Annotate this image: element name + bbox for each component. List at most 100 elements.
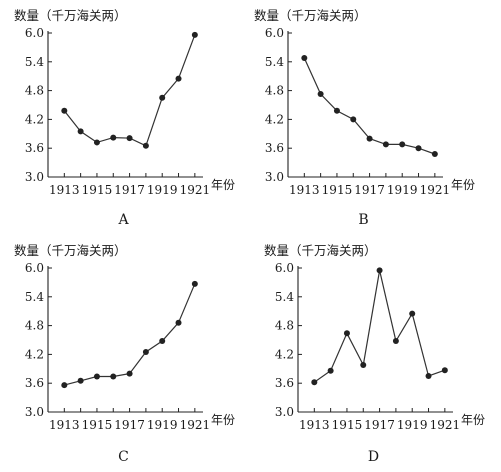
chart-b-x-tick-label: 1921 xyxy=(420,183,451,197)
chart-d-y-tick-label: 4.8 xyxy=(275,319,294,333)
chart-a-x-tick-label: 1921 xyxy=(180,183,211,197)
chart-c-y-axis-title: 数量（千万海关两） xyxy=(14,243,127,258)
chart-b-data-point xyxy=(415,145,422,152)
chart-a-x-tick-label: 1917 xyxy=(114,183,145,197)
chart-d-data-point xyxy=(376,267,383,274)
chart-d-x-axis-unit: 年份 xyxy=(461,413,485,427)
chart-a-y-tick-label: 3.0 xyxy=(25,170,44,184)
chart-c-data-point xyxy=(191,280,198,287)
chart-d-x-tick-label: 1913 xyxy=(299,418,330,432)
chart-d-data-point xyxy=(360,361,367,368)
chart-d-data-point xyxy=(441,367,448,374)
chart-c-x-tick-label: 1921 xyxy=(180,418,211,432)
chart-d-data-point xyxy=(327,367,334,374)
chart-a-y-axis-title: 数量（千万海关两） xyxy=(14,8,127,23)
chart-b-x-tick-label: 1913 xyxy=(289,183,320,197)
chart-b-data-point xyxy=(382,141,389,148)
chart-d-x-tick-label: 1915 xyxy=(332,418,363,432)
chart-d-x-tick-label: 1917 xyxy=(364,418,395,432)
chart-a-data-point xyxy=(159,94,166,101)
chart-panel-d: 3.0 3.6 4.2 4.8 5.4 6.0 1913 1915 1917 1919 1921 数量… xyxy=(264,243,485,465)
chart-c-data-point xyxy=(110,373,117,380)
chart-c-data-point xyxy=(159,337,166,344)
chart-b-data-point xyxy=(301,54,308,61)
chart-c-panel-letter: C xyxy=(118,449,129,465)
chart-a-data-point xyxy=(142,142,149,149)
chart-a-series-line xyxy=(63,34,196,147)
chart-a-data-point xyxy=(77,128,84,135)
chart-c-data-point xyxy=(93,373,100,380)
chart-b-x-tick-label: 1919 xyxy=(387,183,418,197)
chart-b-y-tick-label: 3.6 xyxy=(265,141,284,155)
chart-c-y-tick-label: 4.8 xyxy=(25,319,44,333)
chart-a-x-tick-label: 1919 xyxy=(147,183,178,197)
chart-c-x-tick-label: 1917 xyxy=(114,418,145,432)
chart-panel-b: 3.0 3.6 4.2 4.8 5.4 6.0 1913 1915 1917 1919 1921 数量… xyxy=(254,8,475,228)
chart-c-data-point xyxy=(142,349,149,355)
chart-c-series-line xyxy=(64,283,196,386)
chart-b-data-point xyxy=(431,150,438,157)
chart-a-data-point xyxy=(175,75,182,82)
chart-panel-c: 3.0 3.6 4.2 4.8 5.4 6.0 1913 1915 1917 1919 1921 数量… xyxy=(14,243,235,465)
chart-c-y-tick-label: 6.0 xyxy=(25,261,44,275)
chart-a-y-tick-label: 4.2 xyxy=(25,112,44,126)
chart-d-x-tick-label: 1919 xyxy=(397,418,428,432)
chart-c-x-axis-unit: 年份 xyxy=(211,413,235,427)
chart-a-x-tick-label: 1913 xyxy=(49,183,80,197)
chart-d-data-point xyxy=(343,330,350,337)
chart-a-y-tick-label: 3.6 xyxy=(25,141,44,155)
chart-b-y-tick-label: 5.4 xyxy=(265,55,284,69)
chart-a-data-point xyxy=(93,139,100,146)
chart-a-data-point xyxy=(110,134,117,141)
chart-d-data-point xyxy=(392,337,399,344)
chart-b-y-tick-label: 4.2 xyxy=(265,112,284,126)
chart-d-y-tick-label: 5.4 xyxy=(275,290,294,304)
chart-a-y-tick-label: 6.0 xyxy=(25,26,44,40)
chart-b-panel-letter: B xyxy=(358,212,368,228)
chart-b-data-point xyxy=(317,90,324,97)
chart-d-y-tick-label: 6.0 xyxy=(275,261,294,275)
chart-c-data-point xyxy=(77,377,84,384)
chart-c-data-point xyxy=(61,382,68,389)
chart-a-data-point xyxy=(61,107,68,114)
chart-a-x-tick-label: 1915 xyxy=(82,183,113,197)
chart-b-x-axis-unit: 年份 xyxy=(451,178,475,192)
chart-b-x-tick-label: 1917 xyxy=(354,183,385,197)
chart-d-y-tick-label: 3.0 xyxy=(275,405,294,419)
chart-d-y-tick-label: 4.2 xyxy=(275,347,294,361)
chart-c-x-tick-label: 1913 xyxy=(49,418,80,432)
chart-panel-a: 3.0 3.6 4.2 4.8 5.4 6.0 1913 1915 1917 1919 1921 数量… xyxy=(14,8,235,228)
chart-d-data-point xyxy=(409,310,416,317)
chart-b-data-point xyxy=(333,107,340,114)
chart-d-y-tick-label: 3.6 xyxy=(275,376,294,390)
chart-b-data-point xyxy=(350,116,357,123)
chart-d-data-point xyxy=(425,373,432,379)
chart-b-y-tick-label: 4.8 xyxy=(265,84,284,98)
chart-a-y-tick-label: 4.8 xyxy=(25,84,44,98)
chart-c-data-point xyxy=(126,370,133,377)
chart-a-data-point xyxy=(126,135,133,142)
chart-c-y-tick-label: 4.2 xyxy=(25,347,44,361)
chart-c-y-tick-label: 5.4 xyxy=(25,290,44,304)
chart-c-data-point xyxy=(175,319,182,326)
chart-b-y-axis-title: 数量（千万海关两） xyxy=(254,8,367,23)
chart-b-data-point xyxy=(399,141,406,148)
chart-b-x-tick-label: 1915 xyxy=(322,183,353,197)
chart-c-y-tick-label: 3.0 xyxy=(25,405,44,419)
chart-c-y-tick-label: 3.6 xyxy=(25,376,44,390)
chart-d-data-point xyxy=(311,379,318,386)
chart-d-x-tick-label: 1921 xyxy=(430,418,461,432)
chart-a-data-point xyxy=(191,31,198,38)
chart-b-data-point xyxy=(366,135,373,142)
chart-a-y-tick-label: 5.4 xyxy=(25,55,44,69)
chart-d-y-axis-title: 数量（千万海关两） xyxy=(264,243,377,258)
chart-a-x-axis-unit: 年份 xyxy=(211,178,235,192)
chart-a-panel-letter: A xyxy=(117,212,129,228)
chart-b-y-tick-label: 6.0 xyxy=(265,26,284,40)
chart-d-panel-letter: D xyxy=(368,449,379,465)
chart-c-x-tick-label: 1919 xyxy=(147,418,178,432)
chart-b-y-tick-label: 3.0 xyxy=(265,170,284,184)
chart-d-series-line xyxy=(313,270,446,383)
chart-c-x-tick-label: 1915 xyxy=(82,418,113,432)
